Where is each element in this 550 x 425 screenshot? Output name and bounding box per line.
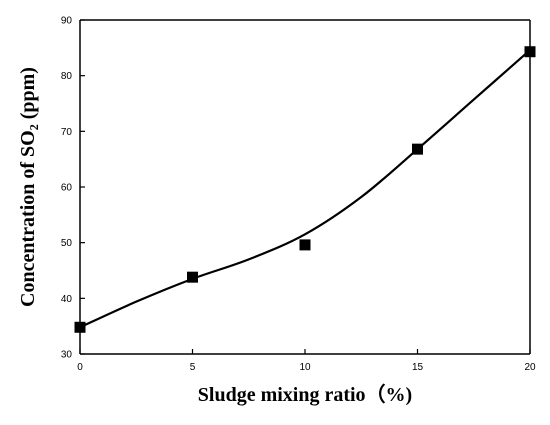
y-tick-label-5: 80 <box>61 71 73 82</box>
x-tick-label-1: 5 <box>190 362 196 373</box>
y-tick-label-1: 40 <box>61 294 73 305</box>
data-point-2 <box>299 239 311 251</box>
y-axis-title: Concentration of SO₂ (ppm) <box>17 67 39 307</box>
x-tick-label-2: 10 <box>299 362 311 373</box>
data-point-0 <box>74 321 86 333</box>
data-point-3 <box>412 143 423 155</box>
y-tick-label-2: 50 <box>61 238 73 249</box>
data-point-1 <box>187 271 198 283</box>
y-tick-label-6: 90 <box>61 16 73 27</box>
x-axis-title: Sludge mixing ratio（%) <box>198 383 412 406</box>
x-tick-label-3: 15 <box>412 362 424 373</box>
plot-area <box>79 19 531 355</box>
y-tick-label-0: 30 <box>61 350 73 361</box>
fit-curve <box>79 49 531 329</box>
x-tick-label-4: 20 <box>524 362 536 373</box>
x-tick-label-0: 0 <box>77 362 83 373</box>
y-tick-label-4: 70 <box>61 127 73 138</box>
x-axis-ticks: 0 5 10 15 20 <box>77 349 536 373</box>
data-points <box>74 46 536 333</box>
data-point-4 <box>524 46 536 58</box>
y-axis-ticks: 30 40 50 60 70 80 90 <box>61 16 85 361</box>
y-tick-label-3: 60 <box>61 183 73 194</box>
